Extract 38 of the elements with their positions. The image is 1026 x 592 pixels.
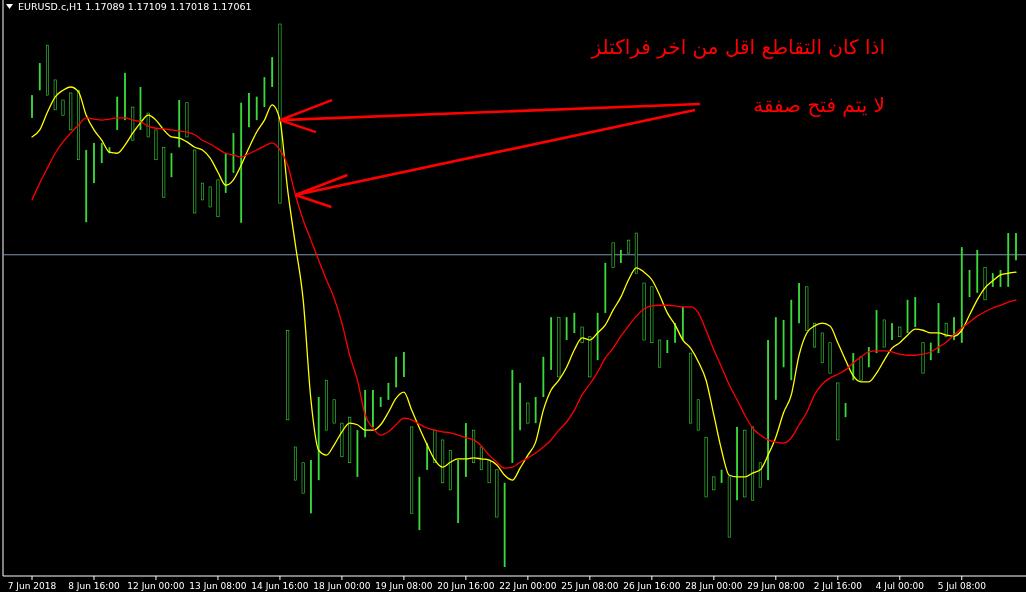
- candlestick: [891, 322, 893, 341]
- candlestick: [403, 351, 405, 378]
- candlestick: [208, 186, 212, 208]
- x-tick-label: 2 Jul 16:00: [813, 581, 863, 591]
- x-tick-label: 26 Jun 16:00: [623, 581, 681, 591]
- candlestick: [124, 72, 126, 121]
- candlestick: [674, 322, 676, 344]
- annotation: اذا كان التقاطع اقل من اخر فراكتلز: [590, 35, 885, 59]
- candlestick: [550, 316, 553, 371]
- x-tick-label: 7 Jun 2018: [7, 581, 57, 591]
- x-tick-label: 18 Jun 00:00: [313, 581, 371, 591]
- x-tick-label: 29 Jun 08:00: [747, 581, 805, 591]
- candlestick: [767, 339, 769, 481]
- x-tick-label: 28 Jun 00:00: [685, 581, 743, 591]
- x-tick-label: 22 Jun 00:00: [499, 581, 557, 591]
- candlestick: [248, 92, 250, 128]
- candlestick: [372, 389, 374, 428]
- candlestick: [31, 94, 33, 119]
- x-tick-label: 8 Jun 16:00: [68, 581, 120, 591]
- candlestick: [736, 426, 738, 501]
- x-tick-label: 13 Jun 08:00: [189, 581, 247, 591]
- candlestick: [332, 399, 336, 424]
- candlestick: [464, 422, 467, 478]
- candlestick: [798, 282, 800, 324]
- x-tick-label: 12 Jun 00:00: [127, 581, 185, 591]
- annotation: لا يتم فتح صفقة: [753, 93, 885, 117]
- x-tick-label: 20 Jun 16:00: [437, 581, 495, 591]
- x-tick-label: 14 Jun 16:00: [251, 581, 309, 591]
- x-tick-label: 25 Jun 08:00: [561, 581, 619, 591]
- x-tick-label: 19 Jun 08:00: [375, 581, 433, 591]
- candlestick: [526, 402, 530, 424]
- x-tick-label: 5 Jul 08:00: [937, 581, 987, 591]
- x-tick-label: 4 Jul 00:00: [875, 581, 925, 591]
- candlestick: [953, 316, 955, 341]
- candlestick: [1015, 232, 1017, 261]
- candlestick: [93, 142, 95, 184]
- candlestick: [310, 459, 312, 514]
- chart-title: EURUSD.c,H1 1.17089 1.17109 1.17018 1.17061: [18, 1, 252, 12]
